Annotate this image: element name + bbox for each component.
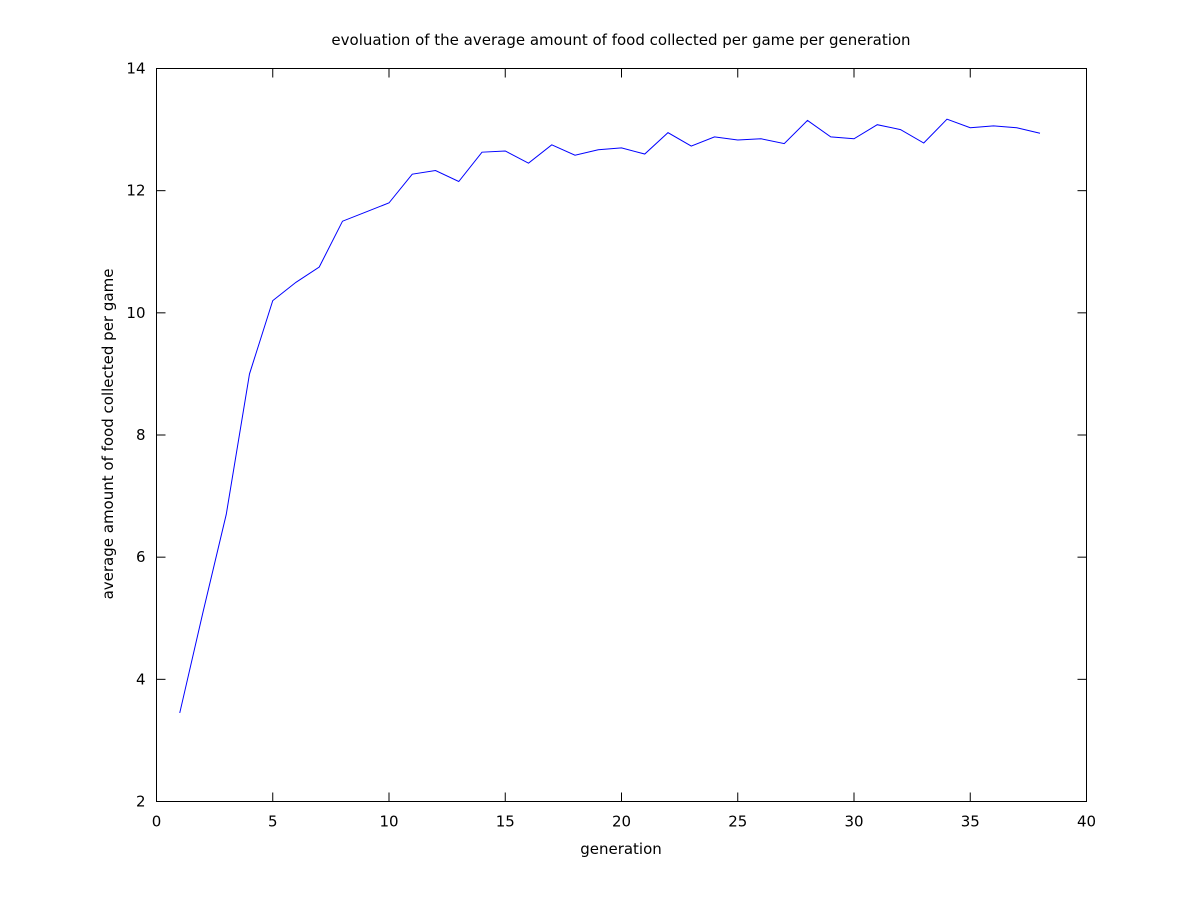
y-axis-label: average amount of food collected per gam… <box>99 269 117 600</box>
x-tick-label: 5 <box>268 813 278 831</box>
x-tick-label: 35 <box>961 813 980 831</box>
x-tick-label: 0 <box>152 813 162 831</box>
x-tick-label: 10 <box>379 813 398 831</box>
y-tick-label: 14 <box>126 60 145 78</box>
x-tick-label: 20 <box>612 813 631 831</box>
series-line <box>179 118 1041 714</box>
y-tick-label: 8 <box>136 426 146 444</box>
x-tick-label: 40 <box>1077 813 1096 831</box>
y-tick-label: 2 <box>136 793 146 811</box>
y-tick-label: 6 <box>136 548 146 566</box>
x-tick-label: 15 <box>496 813 515 831</box>
y-tick-label: 10 <box>126 304 145 322</box>
tick-labels: 0 5 10 15 20 25 30 35 40 2 4 6 8 10 12 14 <box>126 60 1096 831</box>
chart-title: evoluation of the average amount of food… <box>331 31 910 49</box>
x-axis-label: generation <box>580 840 662 858</box>
x-tick-label: 30 <box>844 813 863 831</box>
plot-frame <box>156 68 1087 802</box>
x-tick-label: 25 <box>728 813 747 831</box>
axis-ticks <box>156 68 1087 802</box>
y-tick-label: 4 <box>136 670 146 688</box>
series-layer <box>179 118 1041 714</box>
y-tick-label: 12 <box>126 182 145 200</box>
